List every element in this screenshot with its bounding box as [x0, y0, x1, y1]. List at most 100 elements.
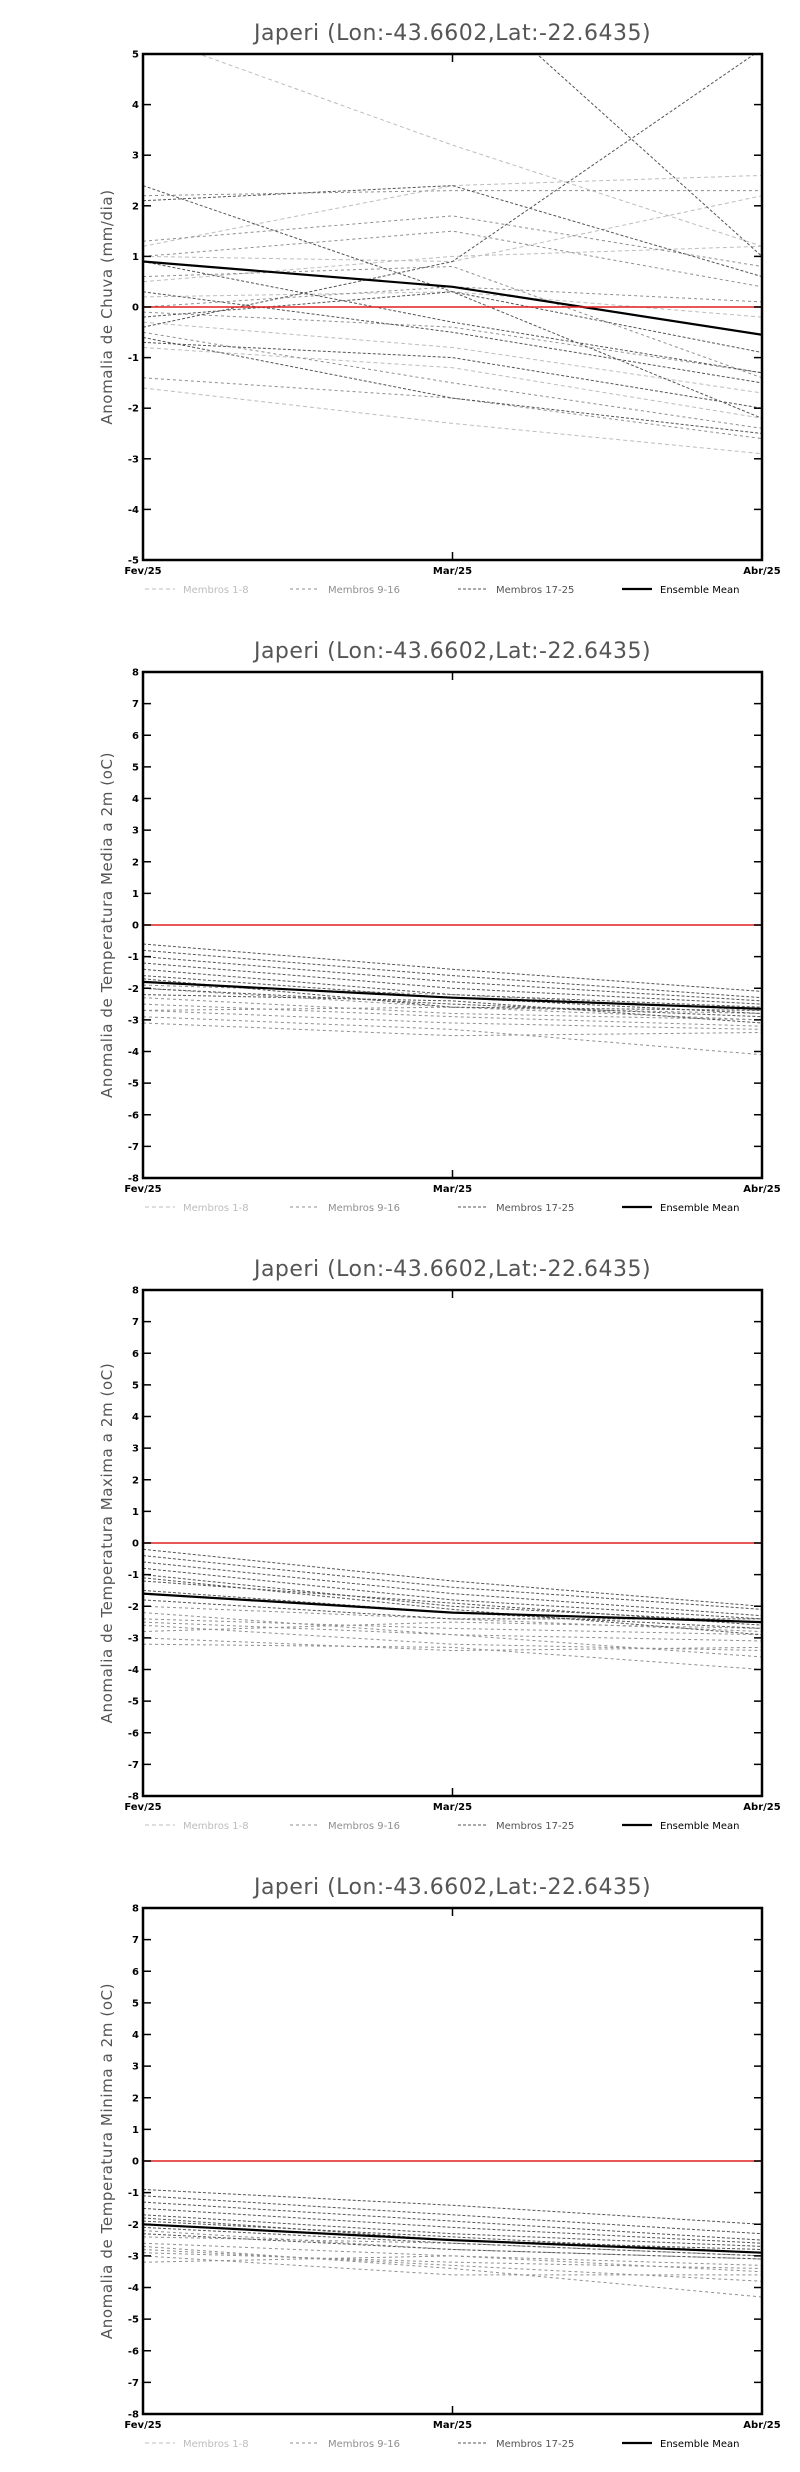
- member-line: [143, 347, 762, 419]
- y-tick-label: -3: [128, 454, 139, 465]
- member-line: [143, 2201, 762, 2241]
- chart-title: Japeri (Lon:-43.6602,Lat:-22.6435): [252, 639, 651, 664]
- member-line: [143, 321, 762, 394]
- member-line: [143, 956, 762, 1002]
- member-line: [143, 1605, 762, 1632]
- member-line: [143, 174, 762, 247]
- y-tick-label: -2: [128, 1602, 139, 1613]
- member-line: [143, 997, 762, 1021]
- y-tick-label: -5: [128, 2315, 139, 2326]
- chart-title: Japeri (Lon:-43.6602,Lat:-22.6435): [252, 1257, 651, 1282]
- member-line: [143, 331, 762, 429]
- member-line: [143, 54, 756, 328]
- x-tick-label: Abr/25: [743, 1802, 780, 1813]
- series-group: [143, 943, 762, 1056]
- member-line: [536, 54, 762, 257]
- y-tick-label: -7: [128, 1760, 139, 1771]
- legend-label: Ensemble Mean: [660, 1821, 739, 1832]
- legend-label: Membros 17-25: [496, 1821, 574, 1832]
- y-tick-label: -5: [128, 1697, 139, 1708]
- legend-label: Membros 17-25: [496, 2439, 574, 2450]
- y-tick-label: 4: [132, 1412, 139, 1423]
- y-tick-label: 7: [132, 1317, 139, 1328]
- x-tick-label: Fev/25: [124, 1184, 161, 1195]
- y-tick-label: 8: [132, 668, 139, 679]
- y-tick-label: 0: [132, 921, 139, 932]
- member-line: [143, 2255, 762, 2276]
- member-line: [143, 1637, 762, 1652]
- y-tick-label: 6: [132, 1967, 139, 1978]
- member-line: [143, 994, 762, 1024]
- legend-label: Membros 9-16: [328, 1821, 400, 1832]
- x-tick-label: Fev/25: [124, 1802, 161, 1813]
- y-tick-label: 1: [132, 2125, 139, 2136]
- chart-panel-temperatura-media: Japeri (Lon:-43.6602,Lat:-22.6435) Anomal…: [0, 618, 800, 1236]
- member-line: [143, 286, 762, 308]
- member-line: [143, 949, 762, 999]
- member-line: [143, 2252, 762, 2269]
- member-line: [197, 54, 762, 247]
- member-line: [143, 311, 762, 374]
- member-line: [143, 1574, 762, 1623]
- y-tick-label: -3: [128, 2251, 139, 2262]
- x-tick-label: Fev/25: [124, 566, 161, 577]
- y-tick-label: -3: [128, 1633, 139, 1644]
- legend-label: Membros 9-16: [328, 585, 400, 596]
- member-line: [143, 1003, 762, 1027]
- y-tick-label: -1: [128, 2188, 139, 2199]
- member-line: [143, 962, 762, 1005]
- member-line: [143, 2214, 762, 2247]
- y-tick-label: -5: [128, 1079, 139, 1090]
- member-line: [143, 215, 762, 267]
- member-line: [143, 190, 762, 197]
- y-tick-label: 6: [132, 1349, 139, 1360]
- y-tick-label: 4: [132, 794, 139, 805]
- member-line: [143, 2245, 762, 2298]
- y-tick-label: -4: [128, 1047, 139, 1058]
- y-tick-label: 7: [132, 699, 139, 710]
- member-line: [143, 2226, 762, 2257]
- legend-label: Membros 1-8: [183, 1821, 249, 1832]
- member-line: [143, 2242, 762, 2266]
- member-line: [143, 2189, 762, 2225]
- ensemble-mean-line: [143, 260, 762, 336]
- member-line: [143, 291, 762, 353]
- y-tick-label: -6: [128, 2346, 139, 2357]
- member-line: [143, 261, 762, 374]
- y-tick-label: 6: [132, 731, 139, 742]
- x-tick-label: Abr/25: [743, 566, 780, 577]
- member-line: [143, 978, 762, 1011]
- member-line: [143, 1022, 762, 1037]
- y-tick-label: -2: [128, 404, 139, 415]
- y-tick-label: -4: [128, 1665, 139, 1676]
- y-tick-label: -8: [128, 1792, 139, 1803]
- y-tick-label: 1: [132, 252, 139, 263]
- member-line: [143, 1548, 762, 1607]
- member-line: [143, 2249, 762, 2282]
- y-tick-label: 8: [132, 1286, 139, 1297]
- y-tick-label: -3: [128, 1015, 139, 1026]
- legend-label: Ensemble Mean: [660, 585, 739, 596]
- member-line: [143, 1006, 762, 1014]
- y-tick-label: 0: [132, 303, 139, 314]
- x-tick-label: Abr/25: [743, 2420, 780, 2431]
- legend-label: Membros 17-25: [496, 585, 574, 596]
- y-axis-label: Anomalia de Temperatura Minima a 2m (oC): [98, 1983, 116, 2339]
- y-tick-label: 2: [132, 857, 139, 868]
- member-line: [143, 1577, 762, 1636]
- member-line: [143, 291, 762, 318]
- member-line: [143, 245, 762, 283]
- y-tick-label: 4: [132, 100, 139, 111]
- member-line: [143, 2207, 762, 2244]
- y-tick-label: -2: [128, 2220, 139, 2231]
- y-tick-label: -8: [128, 1174, 139, 1185]
- member-line: [143, 1621, 762, 1658]
- y-tick-label: -8: [128, 2410, 139, 2421]
- member-line: [143, 1621, 762, 1632]
- member-line: [143, 1567, 762, 1620]
- member-line: [143, 1555, 762, 1610]
- member-line: [143, 291, 762, 384]
- x-tick-label: Mar/25: [433, 1184, 472, 1195]
- x-tick-label: Mar/25: [433, 2420, 472, 2431]
- series-group: [143, 2189, 762, 2298]
